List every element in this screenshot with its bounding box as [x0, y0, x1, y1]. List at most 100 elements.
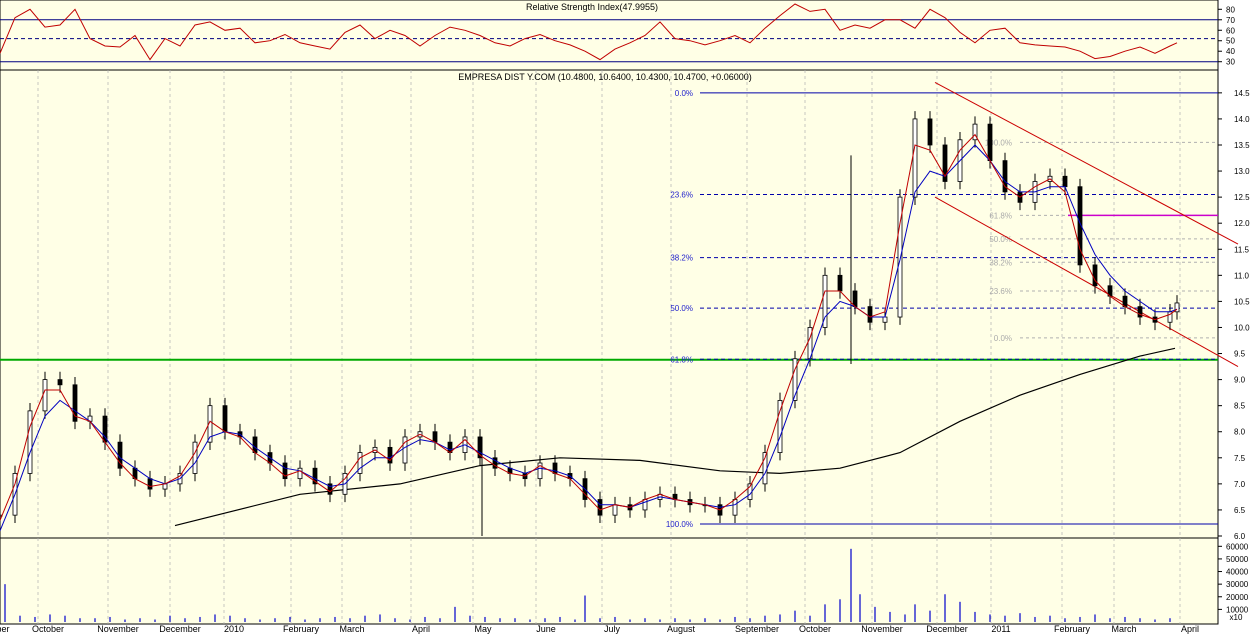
month-label: October: [32, 624, 64, 634]
volume-scale-label: x10: [1230, 613, 1243, 622]
candle: [822, 267, 828, 336]
price-tick-label: 7.0: [1234, 480, 1246, 489]
month-label: February: [283, 624, 320, 634]
fib2-level-label: 23.6%: [989, 287, 1012, 296]
candle: [402, 429, 408, 471]
month-label: ber: [0, 624, 10, 634]
fib-level-label: 23.6%: [670, 191, 693, 200]
price-tick-label: 8.0: [1234, 428, 1246, 437]
candle: [792, 350, 798, 409]
month-label: November: [861, 624, 903, 634]
fib2-level-label: 38.2%: [989, 258, 1012, 267]
candle: [1174, 295, 1180, 320]
month-label: June: [536, 624, 556, 634]
candle: [57, 371, 63, 393]
channel-lower-line: [934, 196, 1239, 367]
price-tick-label: 8.5: [1234, 402, 1246, 411]
candle: [897, 189, 903, 325]
price-panel: [0, 69, 1219, 539]
month-label: October: [799, 624, 831, 634]
month-label: April: [412, 624, 430, 634]
month-label: November: [97, 624, 139, 634]
fib-level-label: 50.0%: [670, 304, 693, 313]
rsi-tick-label: 30: [1226, 58, 1235, 67]
candle: [1077, 178, 1083, 273]
candle: [912, 111, 918, 205]
rsi-layer: [0, 3, 1218, 63]
axis-layer: ber October November December 2010 February Ma…: [0, 5, 1250, 634]
rsi-tick-label: 70: [1226, 16, 1235, 25]
month-label: May: [474, 624, 492, 634]
candle: [72, 376, 78, 430]
ma-long-line: [0, 144, 1178, 531]
candle: [282, 455, 288, 487]
fib2-level-label: 100.0%: [985, 138, 1012, 147]
price-tick-label: 13.0: [1234, 167, 1250, 176]
candle: [27, 403, 33, 482]
price-title: EMPRESA DIST Y.COM (10.4800, 10.6400, 10…: [458, 72, 751, 82]
candle: [492, 449, 498, 477]
price-tick-label: 10.5: [1234, 297, 1250, 306]
price-layer: 0.0% 23.6% 38.2% 50.0% 61.8% 100.0% 0.0% 23.6% 3…: [0, 81, 1239, 536]
channel-upper-line: [934, 81, 1239, 245]
candle: [327, 476, 333, 503]
candle: [297, 460, 303, 487]
candle: [927, 111, 933, 153]
rsi-tick-label: 80: [1226, 5, 1235, 14]
volume-tick-label: 40000: [1226, 568, 1249, 577]
price-tick-label: 9.0: [1234, 376, 1246, 385]
volume-tick-label: 60000: [1226, 542, 1249, 551]
volume-tick-label: 10000: [1226, 605, 1249, 614]
price-tick-label: 6.5: [1234, 506, 1246, 515]
fib-level-label: 38.2%: [670, 254, 693, 263]
volume-tick-label: 20000: [1226, 593, 1249, 602]
month-label: February: [1054, 624, 1091, 634]
volume-panel: [0, 537, 1219, 625]
price-tick-label: 9.5: [1234, 350, 1246, 359]
fib2-level-label: 50.0%: [989, 235, 1012, 244]
candle: [867, 298, 873, 331]
candle: [942, 137, 948, 190]
volume-layer: [4, 548, 1171, 622]
price-tick-label: 7.5: [1234, 454, 1246, 463]
price-tick-label: 12.0: [1234, 219, 1250, 228]
month-label: March: [339, 624, 364, 634]
month-label: March: [1111, 624, 1136, 634]
ma-200-line: [174, 347, 1176, 527]
candle: [537, 455, 543, 487]
fib2-level-label: 61.8%: [989, 211, 1012, 220]
candle: [387, 439, 393, 471]
candle: [207, 397, 213, 450]
month-label: April: [1181, 624, 1199, 634]
rsi-tick-label: 40: [1226, 47, 1235, 56]
volume-tick-label: 50000: [1226, 555, 1249, 564]
rsi-title: Relative Strength Index(47.9955): [526, 2, 658, 12]
month-label: August: [667, 624, 696, 634]
price-tick-label: 12.5: [1234, 193, 1250, 202]
month-label: December: [159, 624, 201, 634]
price-tick-label: 11.5: [1234, 245, 1250, 254]
candle: [1002, 152, 1008, 200]
price-tick-label: 13.5: [1234, 141, 1250, 150]
ma-short-line: [0, 133, 1178, 521]
fib-level-label: 0.0%: [675, 89, 693, 98]
rsi-panel: [0, 0, 1219, 71]
price-tick-label: 11.0: [1234, 271, 1250, 280]
price-tick-label: 10.0: [1234, 323, 1250, 332]
fib-level-label: 61.8%: [670, 355, 693, 364]
price-tick-label: 14.5: [1234, 89, 1250, 98]
price-tick-label: 6.0: [1234, 532, 1246, 541]
rsi-series-line: [0, 3, 1178, 61]
rsi-tick-label: 60: [1226, 26, 1235, 35]
month-label: 2010: [224, 624, 244, 634]
candle: [312, 460, 318, 492]
fib-level-label: 100.0%: [666, 520, 693, 529]
fib2-level-label: 0.0%: [994, 334, 1012, 343]
candle: [1137, 298, 1143, 325]
candle: [357, 444, 363, 482]
volume-tick-label: 30000: [1226, 580, 1249, 589]
price-tick-label: 14.0: [1234, 115, 1250, 124]
month-label: September: [735, 624, 779, 634]
